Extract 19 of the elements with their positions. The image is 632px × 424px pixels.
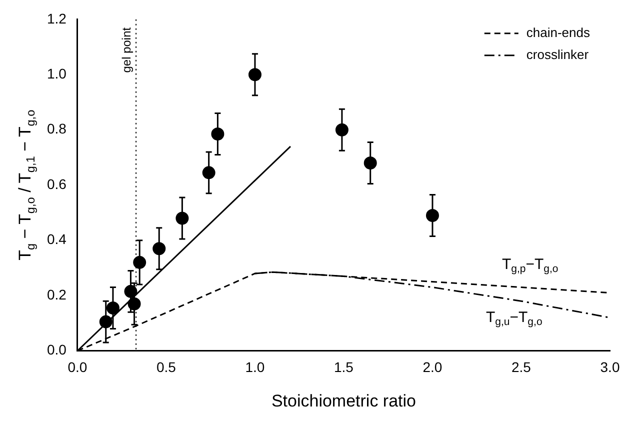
x-tick-label: 0.0 (68, 359, 88, 376)
legend-label: chain-ends (526, 24, 590, 40)
x-tick-label: 2.0 (422, 359, 442, 376)
y-axis-title: Tg − Tg,o / Tg,1 − Tg,o (16, 109, 38, 260)
y-tick-label: 0.2 (46, 286, 67, 302)
legend-label: crosslinker (526, 46, 590, 62)
x-tick-label: 3.0 (600, 359, 620, 376)
x-axis-title: Stoichiometric ratio (271, 391, 416, 410)
y-tick-label: 0.8 (46, 120, 67, 137)
ref-line-label: gel point (119, 26, 134, 73)
x-tick-label: 0.5 (156, 359, 176, 376)
y-tick-label: 0.0 (46, 342, 67, 358)
y-tick-label: 0.4 (46, 231, 67, 248)
x-tick-label: 1.5 (334, 359, 354, 376)
x-tick-label: 2.5 (512, 359, 532, 376)
y-tick-label: 1.2 (46, 10, 67, 26)
y-tick-label: 0.6 (46, 176, 67, 192)
y-tick-label: 1.0 (46, 65, 67, 82)
x-tick-label: 1.0 (245, 359, 265, 376)
